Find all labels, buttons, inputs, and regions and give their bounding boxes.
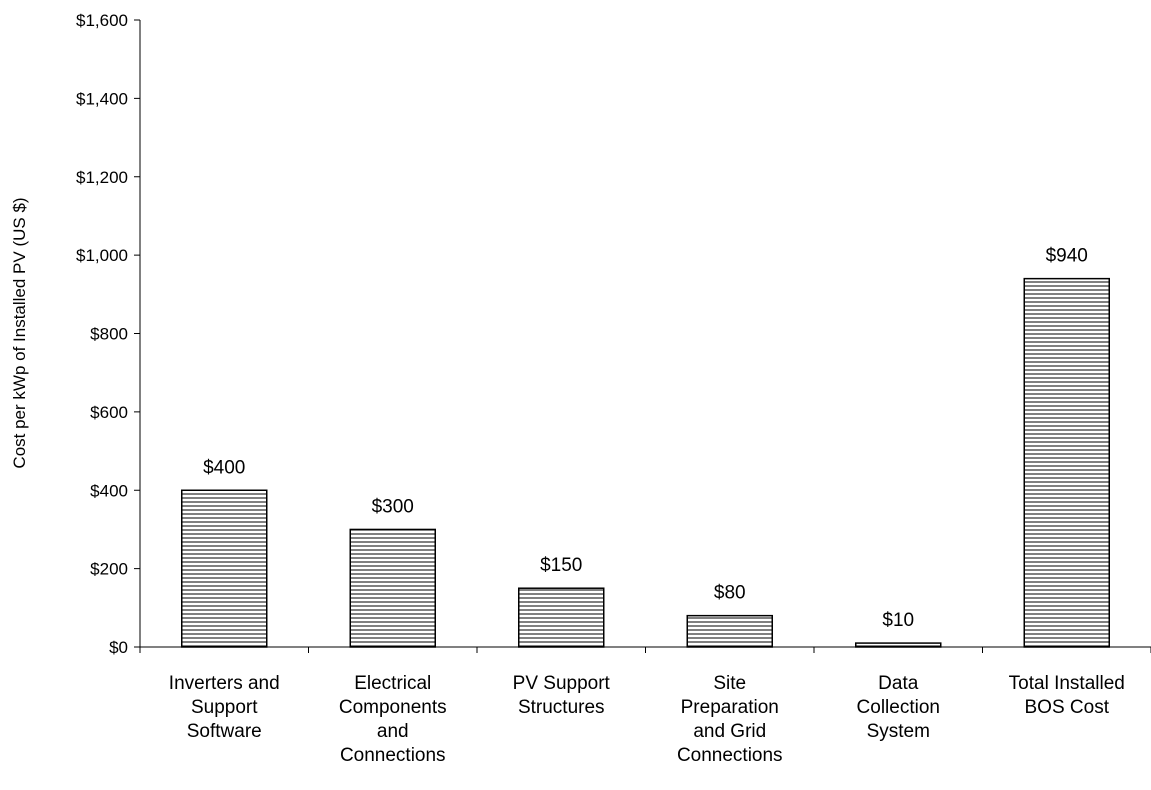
- x-tick-label: Structures: [518, 697, 605, 718]
- x-tick-label: BOS Cost: [1025, 697, 1110, 718]
- y-tick-label: $200: [90, 560, 128, 579]
- bars: [181, 277, 1110, 648]
- x-tick-label: Site: [713, 673, 746, 694]
- bar: [349, 528, 436, 648]
- y-axis-ticks: $0 $200 $400 $600 $800 $1,000 $1,200 $1,400 $1,6…: [76, 11, 140, 657]
- y-tick-label: $600: [90, 403, 128, 422]
- x-tick-label: Total Installed: [1009, 673, 1125, 694]
- data-label: $80: [714, 583, 746, 604]
- bar: [181, 489, 268, 648]
- x-tick-label: Components: [339, 697, 447, 718]
- x-tick-label: Connections: [677, 745, 783, 766]
- data-label: $300: [372, 496, 414, 517]
- data-label: $10: [882, 610, 914, 631]
- x-tick-label: Preparation: [681, 697, 779, 718]
- bar: [686, 614, 773, 648]
- axes: [139, 20, 1151, 653]
- bar: [855, 642, 942, 648]
- x-tick-label: Support: [191, 697, 258, 718]
- x-tick-label: Inverters and: [169, 673, 280, 694]
- y-tick-label: $1,600: [76, 11, 128, 30]
- bar: [1023, 277, 1110, 648]
- y-tick-label: $0: [109, 638, 128, 657]
- y-axis-title: Cost per kWp of Installed PV (US $): [10, 197, 29, 468]
- x-tick-label: and Grid: [693, 721, 766, 742]
- y-tick-label: $800: [90, 325, 128, 344]
- data-label: $150: [540, 555, 582, 576]
- y-tick-label: $400: [90, 481, 128, 500]
- data-label: $940: [1046, 246, 1088, 267]
- x-tick-label: Collection: [857, 697, 940, 718]
- data-labels: $400 $300 $150 $80 $10 $940: [203, 246, 1088, 631]
- x-tick-label: PV Support: [513, 673, 611, 694]
- x-tick-label: and: [377, 721, 409, 742]
- x-tick-label: Connections: [340, 745, 446, 766]
- y-tick-label: $1,400: [76, 89, 128, 108]
- y-tick-label: $1,200: [76, 168, 128, 187]
- x-tick-label: System: [867, 721, 930, 742]
- y-tick-label: $1,000: [76, 246, 128, 265]
- x-tick-label: Electrical: [354, 673, 431, 694]
- x-tick-label: Data: [878, 673, 919, 694]
- data-label: $400: [203, 457, 245, 478]
- x-axis-labels: Inverters and Support Software Electrical Co…: [169, 673, 1125, 766]
- bar: [518, 587, 605, 648]
- x-tick-label: Software: [187, 721, 262, 742]
